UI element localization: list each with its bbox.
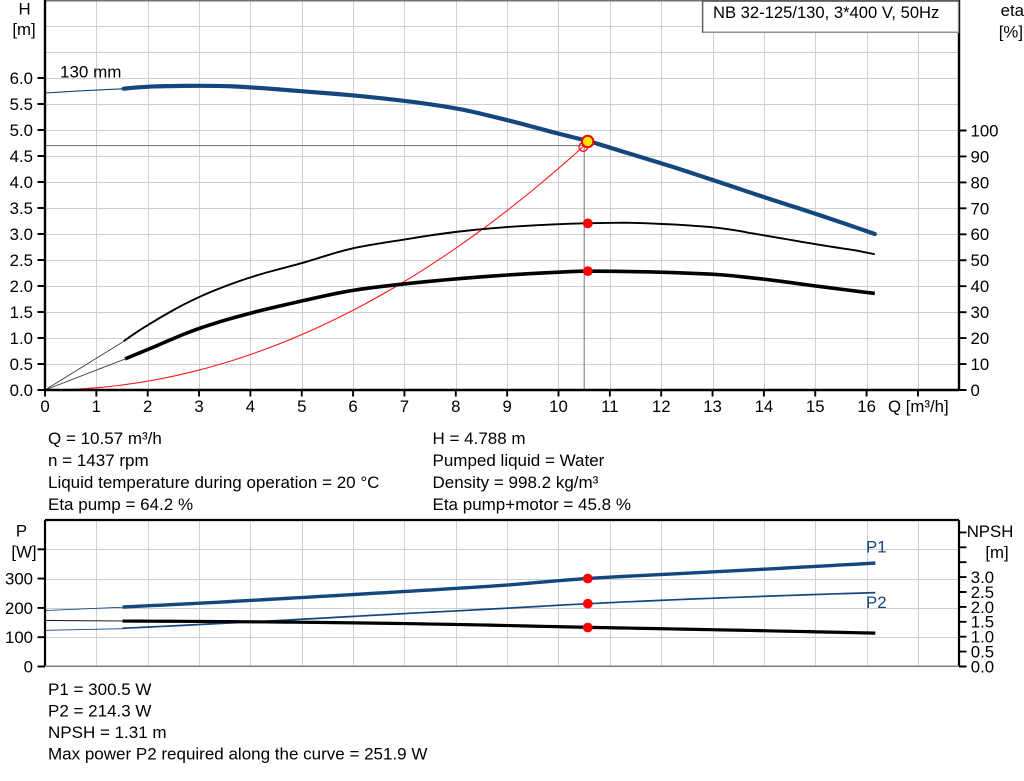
svg-text:3.0: 3.0 [10, 225, 33, 244]
svg-text:2.0: 2.0 [971, 598, 994, 617]
svg-text:12: 12 [652, 397, 671, 416]
svg-text:0: 0 [40, 397, 49, 416]
svg-text:Liquid temperature during oper: Liquid temperature during operation = 20… [48, 473, 379, 492]
svg-text:[m]: [m] [12, 20, 35, 39]
svg-text:300: 300 [5, 570, 33, 589]
svg-text:Eta pump = 64.2 %: Eta pump = 64.2 % [48, 495, 193, 514]
svg-text:0: 0 [24, 657, 33, 676]
svg-text:20: 20 [971, 329, 990, 348]
svg-text:3.5: 3.5 [10, 199, 33, 218]
svg-text:70: 70 [971, 199, 990, 218]
svg-text:1.5: 1.5 [10, 303, 33, 322]
svg-text:10: 10 [971, 355, 990, 374]
svg-text:2.5: 2.5 [971, 583, 994, 602]
svg-text:5.5: 5.5 [10, 95, 33, 114]
svg-text:NPSH = 1.31 m: NPSH = 1.31 m [48, 723, 167, 742]
svg-text:P2: P2 [866, 593, 887, 612]
svg-text:5.0: 5.0 [10, 121, 33, 140]
svg-text:[%]: [%] [999, 23, 1023, 42]
svg-text:1.0: 1.0 [10, 329, 33, 348]
svg-text:Density = 998.2 kg/m³: Density = 998.2 kg/m³ [433, 473, 599, 492]
svg-text:Q [m³/h]: Q [m³/h] [888, 397, 949, 416]
svg-text:0.0: 0.0 [10, 381, 33, 400]
svg-text:2: 2 [143, 397, 152, 416]
svg-text:14: 14 [755, 397, 774, 416]
svg-text:[m]: [m] [985, 543, 1008, 562]
svg-text:0: 0 [971, 381, 980, 400]
svg-text:80: 80 [971, 173, 990, 192]
svg-text:0.5: 0.5 [10, 355, 33, 374]
svg-text:7: 7 [400, 397, 409, 416]
svg-text:NB 32-125/130, 3*400 V, 50Hz: NB 32-125/130, 3*400 V, 50Hz [713, 3, 939, 22]
svg-text:9: 9 [502, 397, 511, 416]
svg-text:NPSH: NPSH [967, 522, 1014, 541]
svg-text:4.5: 4.5 [10, 147, 33, 166]
svg-text:P1 = 300.5 W: P1 = 300.5 W [48, 680, 151, 699]
svg-text:5: 5 [297, 397, 306, 416]
svg-text:1.0: 1.0 [971, 628, 994, 647]
svg-text:130 mm: 130 mm [60, 63, 121, 82]
svg-text:1.5: 1.5 [971, 613, 994, 632]
svg-text:8: 8 [451, 397, 460, 416]
svg-text:10: 10 [549, 397, 568, 416]
svg-text:6: 6 [348, 397, 357, 416]
svg-text:2.5: 2.5 [10, 251, 33, 270]
svg-text:60: 60 [971, 225, 990, 244]
svg-text:50: 50 [971, 251, 990, 270]
svg-text:Max power P2 required along th: Max power P2 required along the curve = … [48, 745, 427, 764]
svg-text:H: H [19, 0, 31, 19]
svg-text:15: 15 [806, 397, 825, 416]
svg-text:P1: P1 [866, 538, 887, 557]
svg-text:Eta pump+motor = 45.8 %: Eta pump+motor = 45.8 % [433, 495, 631, 514]
svg-text:n = 1437 rpm: n = 1437 rpm [48, 451, 149, 470]
svg-text:40: 40 [971, 277, 990, 296]
svg-text:P: P [16, 522, 27, 541]
svg-text:3: 3 [194, 397, 203, 416]
svg-text:P2 = 214.3 W: P2 = 214.3 W [48, 702, 151, 721]
svg-text:eta: eta [1001, 1, 1024, 20]
svg-text:30: 30 [971, 303, 990, 322]
svg-text:0.5: 0.5 [971, 643, 994, 662]
svg-text:200: 200 [5, 599, 33, 618]
svg-text:4.0: 4.0 [10, 173, 33, 192]
svg-text:1: 1 [92, 397, 101, 416]
svg-text:100: 100 [971, 121, 999, 140]
svg-text:3.0: 3.0 [971, 568, 994, 587]
svg-text:6.0: 6.0 [10, 69, 33, 88]
svg-text:2.0: 2.0 [10, 277, 33, 296]
svg-text:100: 100 [5, 628, 33, 647]
svg-text:13: 13 [703, 397, 722, 416]
svg-text:4: 4 [246, 397, 255, 416]
svg-text:16: 16 [857, 397, 876, 416]
svg-text:0.0: 0.0 [971, 657, 994, 676]
svg-text:11: 11 [601, 397, 618, 416]
svg-text:[W]: [W] [11, 543, 36, 562]
svg-text:90: 90 [971, 147, 990, 166]
svg-text:Q = 10.57 m³/h: Q = 10.57 m³/h [48, 429, 162, 448]
svg-text:H = 4.788 m: H = 4.788 m [433, 429, 526, 448]
svg-text:Pumped liquid = Water: Pumped liquid = Water [433, 451, 605, 470]
